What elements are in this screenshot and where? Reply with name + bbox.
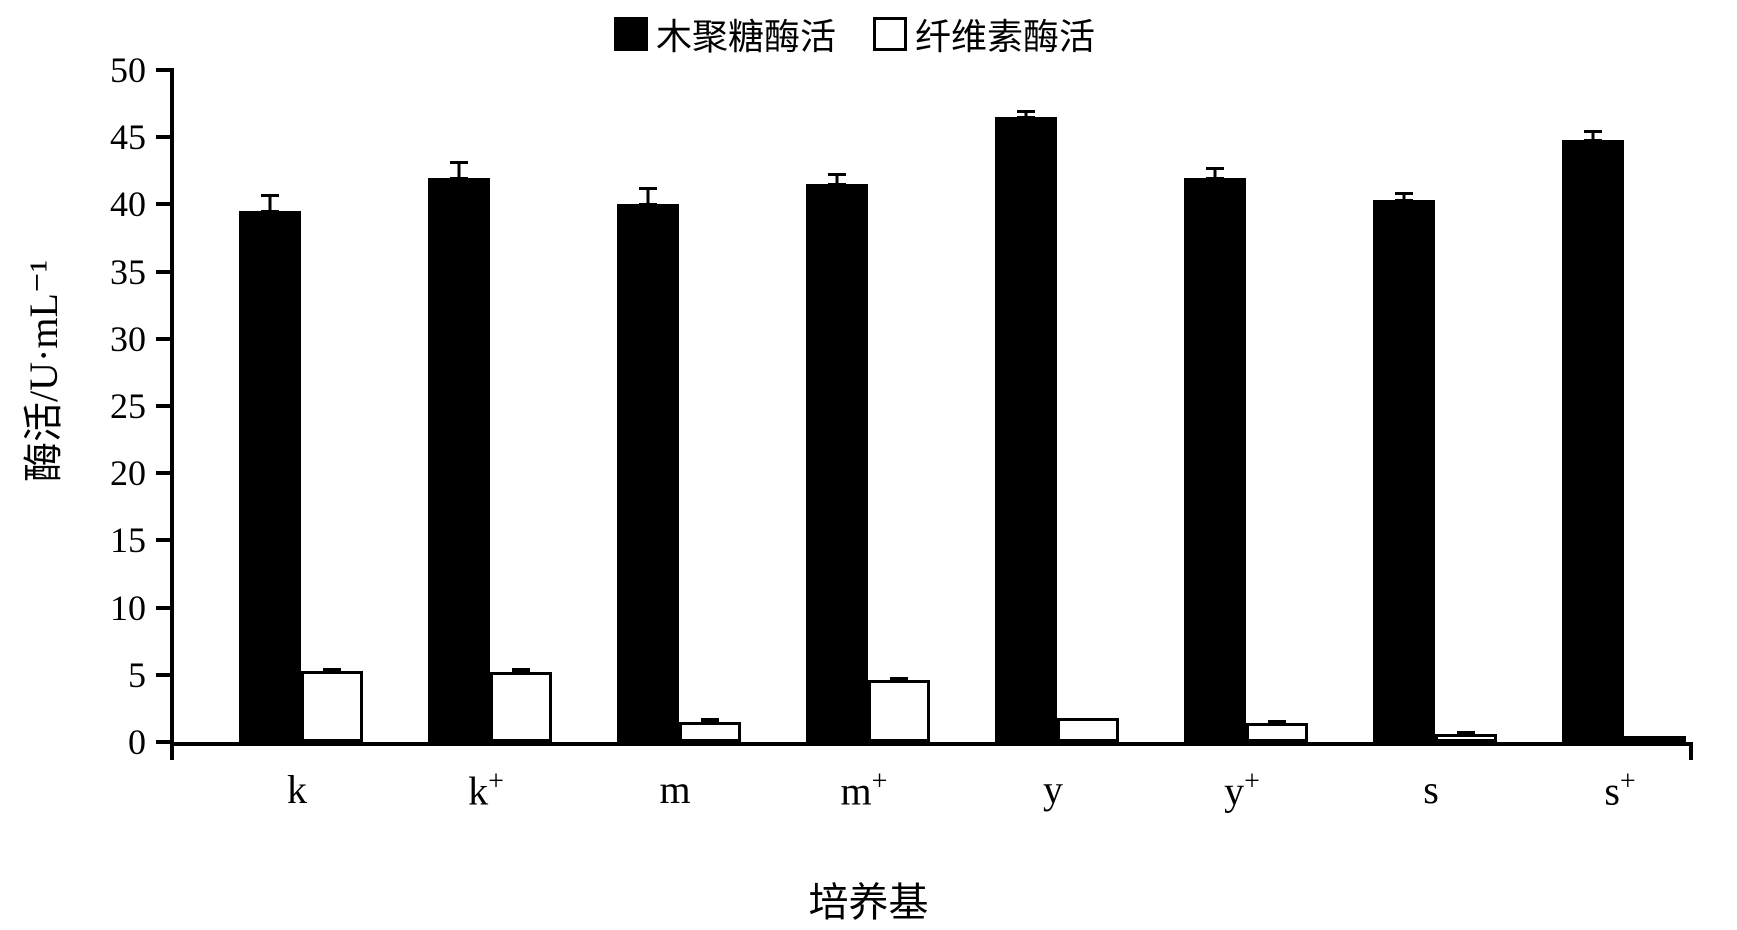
x-category-label: k+	[468, 766, 504, 814]
bar-cellulase	[679, 722, 741, 742]
bar-xylanase	[428, 178, 490, 742]
y-tick-label: 20	[110, 452, 146, 494]
y-tick	[156, 68, 174, 72]
bar-xylanase	[239, 211, 301, 742]
y-tick-label: 10	[110, 587, 146, 629]
x-category-label: y	[1043, 766, 1063, 813]
legend-label-1: 木聚糖酶活	[656, 17, 836, 57]
x-category-label: s+	[1604, 766, 1635, 814]
x-axis-title: 培养基	[0, 870, 1737, 928]
x-tick-end	[1689, 742, 1693, 760]
y-tick	[156, 202, 174, 206]
bar-xylanase	[1562, 140, 1624, 742]
y-tick-label: 25	[110, 385, 146, 427]
y-tick-label: 35	[110, 251, 146, 293]
error-bar	[1562, 130, 1624, 139]
bar-cellulase	[1624, 736, 1686, 742]
y-tick	[156, 471, 174, 475]
bar-cellulase	[868, 680, 930, 742]
y-tick-label: 15	[110, 519, 146, 561]
bar-cellulase	[490, 672, 552, 742]
bar-cellulase	[1057, 718, 1119, 742]
y-tick	[156, 135, 174, 139]
y-tick-label: 5	[128, 654, 146, 696]
bar-cellulase	[301, 671, 363, 742]
error-bar	[1184, 167, 1246, 178]
y-tick	[156, 673, 174, 677]
y-tick-label: 40	[110, 183, 146, 225]
bar-xylanase	[995, 117, 1057, 742]
y-tick-label: 50	[110, 49, 146, 91]
y-tick	[156, 538, 174, 542]
bar-xylanase	[617, 204, 679, 742]
bar-cellulase	[1246, 723, 1308, 742]
bar-cellulase	[1435, 734, 1497, 742]
y-tick	[156, 606, 174, 610]
bar-xylanase	[806, 184, 868, 742]
bar-xylanase	[1373, 200, 1435, 742]
x-category-label: m	[659, 766, 690, 813]
legend-swatch-hollow	[873, 17, 907, 51]
x-tick-start	[170, 742, 174, 760]
error-bar	[995, 110, 1057, 117]
legend-swatch-filled	[614, 17, 648, 51]
y-tick-label: 30	[110, 318, 146, 360]
error-bar	[428, 161, 490, 177]
x-category-label: s	[1423, 766, 1439, 813]
legend: 木聚糖酶活 纤维素酶活	[0, 8, 1737, 60]
y-tick	[156, 270, 174, 274]
error-bar	[1373, 192, 1435, 200]
y-tick	[156, 740, 174, 744]
y-tick-label: 0	[128, 721, 146, 763]
error-bar	[617, 187, 679, 204]
error-bar	[806, 173, 868, 184]
y-tick-label: 45	[110, 116, 146, 158]
legend-label-2: 纤维素酶活	[915, 17, 1095, 57]
plot-area	[170, 70, 1689, 746]
x-category-label: k	[287, 766, 307, 813]
y-tick	[156, 404, 174, 408]
enzyme-activity-chart: 木聚糖酶活 纤维素酶活 酶活/U·mL⁻¹ 培养基 0 5 10 15 20 25 30 35…	[0, 0, 1737, 930]
y-axis-title: 酶活/U·mL⁻¹	[18, 0, 62, 742]
bar-xylanase	[1184, 178, 1246, 742]
x-category-label: y+	[1224, 766, 1260, 814]
error-bar	[239, 194, 301, 211]
y-tick	[156, 337, 174, 341]
x-category-label: m+	[841, 766, 888, 814]
